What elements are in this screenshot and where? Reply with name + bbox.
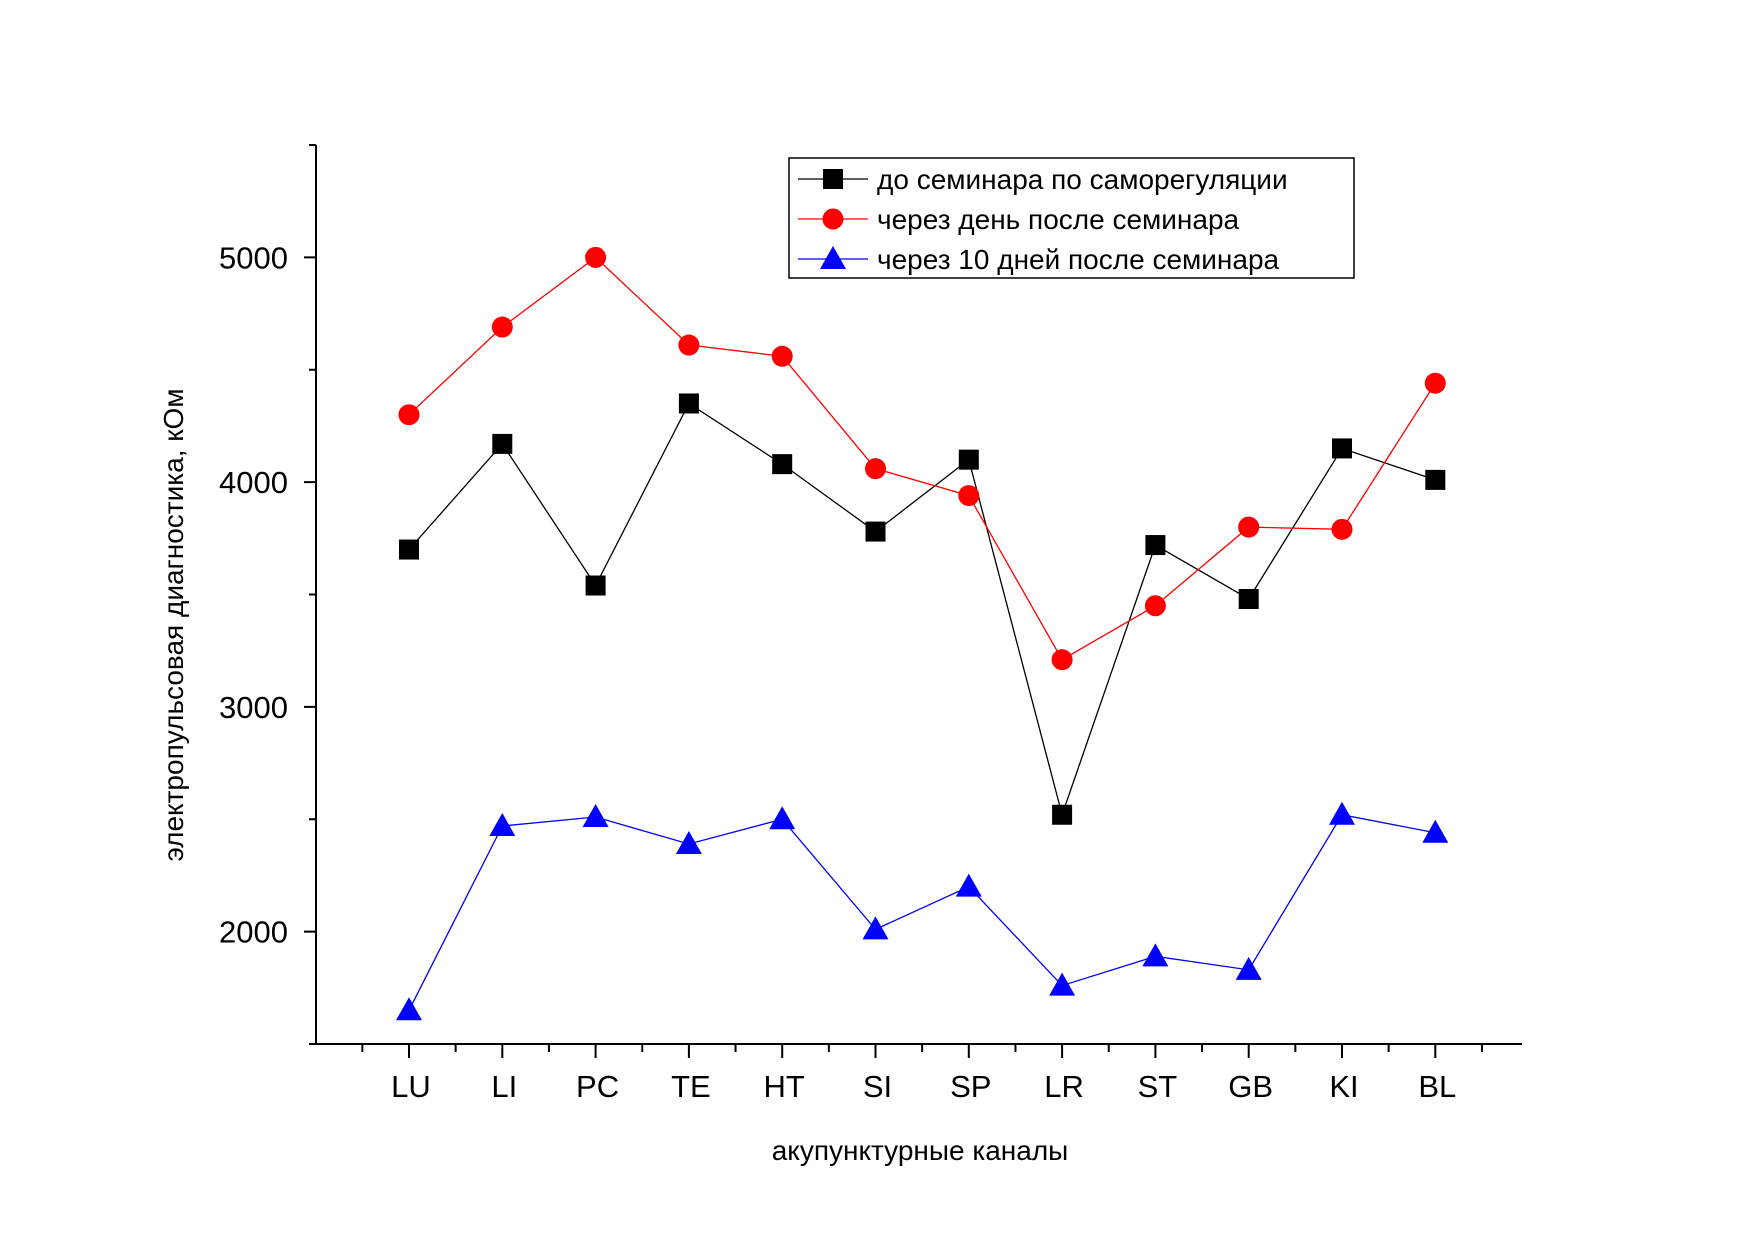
x-tick-label: HT — [764, 1069, 805, 1104]
data-point-triangle — [1329, 801, 1355, 825]
data-point-triangle — [862, 916, 889, 940]
data-point-triangle — [396, 997, 422, 1021]
x-tick-label: BL — [1418, 1069, 1456, 1104]
data-point-circle — [491, 316, 513, 338]
series-line — [408, 402, 1436, 817]
legend-marker-circle — [822, 208, 844, 230]
legend-marker-triangle — [820, 246, 846, 269]
data-point-circle — [958, 485, 980, 507]
series-1 — [399, 393, 1446, 825]
data-point-triangle — [955, 873, 982, 897]
x-tick-label: ST — [1138, 1069, 1178, 1104]
series-line — [408, 814, 1436, 1011]
y-tick-label: 3000 — [219, 690, 288, 725]
data-point-square — [772, 454, 793, 475]
series-3 — [396, 801, 1449, 1021]
data-point-triangle — [582, 804, 609, 828]
data-point-square — [1145, 535, 1166, 556]
x-tick-label: LI — [491, 1069, 517, 1104]
data-point-circle — [1331, 518, 1353, 540]
legend-label: через 10 дней после семинара — [877, 244, 1280, 275]
series-line — [408, 256, 1436, 661]
x-tick-label: SP — [950, 1069, 991, 1104]
series-layer — [396, 246, 1449, 1021]
legend-label: через день после семинара — [877, 204, 1240, 235]
legend-entry: через день после семинара — [798, 204, 1240, 235]
data-point-triangle — [675, 830, 702, 854]
data-point-circle — [771, 345, 793, 367]
data-point-triangle — [1422, 819, 1449, 843]
data-point-circle — [1424, 372, 1446, 394]
data-point-triangle — [489, 812, 516, 836]
data-point-square — [399, 539, 419, 560]
legend: до семинара по саморегуляции через день п… — [788, 157, 1355, 279]
series-2 — [398, 246, 1446, 671]
data-point-circle — [585, 246, 607, 268]
data-point-triangle — [1142, 943, 1169, 967]
data-point-triangle — [769, 806, 796, 830]
y-axis-title: электропульсовая диагностика, кОм — [158, 388, 189, 861]
x-tick-label: TE — [671, 1069, 711, 1104]
data-point-square — [678, 393, 699, 414]
data-point-circle — [1051, 649, 1073, 671]
x-tick-label: PC — [576, 1069, 619, 1104]
legend-entry: через 10 дней после семинара — [798, 244, 1280, 275]
x-tick-label: LR — [1044, 1069, 1084, 1104]
data-point-circle — [1144, 595, 1166, 617]
data-point-circle — [865, 458, 886, 480]
data-point-circle — [678, 334, 700, 356]
data-point-triangle — [1049, 972, 1076, 996]
x-ticks: LU LI PC TE HT SI SP LR ST GB KI BL — [361, 1044, 1483, 1104]
data-point-circle — [398, 404, 420, 426]
y-tick-label: 5000 — [219, 240, 288, 275]
data-point-square — [865, 521, 886, 542]
legend-label: до семинара по саморегуляции — [877, 164, 1288, 195]
y-ticks: 2000 3000 4000 5000 — [219, 144, 316, 1045]
data-point-triangle — [1235, 956, 1262, 980]
data-point-square — [958, 449, 979, 470]
x-tick-label: LU — [391, 1069, 431, 1104]
x-axis-title: акупунктурные каналы — [772, 1135, 1069, 1166]
data-point-square — [1052, 804, 1073, 825]
data-point-square — [1425, 469, 1446, 490]
data-point-square — [1332, 438, 1352, 459]
x-tick-label: SI — [863, 1069, 892, 1104]
data-point-square — [1238, 588, 1259, 609]
data-point-square — [585, 575, 606, 596]
x-tick-label: KI — [1329, 1069, 1358, 1104]
x-tick-label: GB — [1228, 1069, 1273, 1104]
data-point-square — [492, 433, 513, 454]
data-point-circle — [1238, 516, 1260, 538]
legend-marker-square — [823, 169, 843, 189]
y-tick-label: 2000 — [219, 915, 288, 950]
y-tick-label: 4000 — [219, 465, 288, 500]
legend-box — [788, 157, 1355, 279]
legend-entry: до семинара по саморегуляции — [798, 164, 1288, 195]
